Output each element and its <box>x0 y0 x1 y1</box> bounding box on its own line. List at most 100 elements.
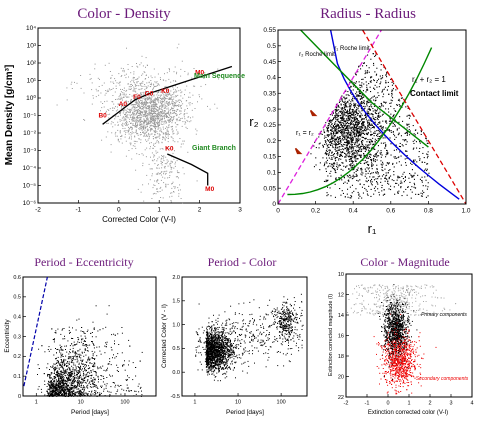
data-point <box>366 112 368 114</box>
data-point <box>353 131 355 133</box>
data-point <box>384 86 386 88</box>
data-point <box>355 136 357 138</box>
data-point <box>151 77 153 79</box>
data-point <box>165 107 167 109</box>
data-point <box>128 112 130 113</box>
data-point <box>171 94 173 96</box>
data-point <box>333 165 335 167</box>
data-point <box>409 114 411 116</box>
data-point <box>180 92 182 94</box>
data-point <box>344 147 346 149</box>
data-point <box>76 361 78 363</box>
data-point <box>345 156 347 158</box>
data-point <box>179 189 181 191</box>
data-point <box>159 112 161 114</box>
data-point <box>399 105 401 107</box>
data-point <box>333 117 335 119</box>
data-point <box>168 105 170 106</box>
data-point <box>325 140 327 142</box>
data-point <box>355 116 357 118</box>
data-point <box>357 180 359 182</box>
data-point <box>209 108 211 110</box>
data-point <box>343 176 345 178</box>
data-point <box>358 120 360 122</box>
data-point <box>380 156 382 158</box>
data-point <box>82 385 84 387</box>
data-point <box>141 93 143 95</box>
data-point <box>133 117 135 119</box>
x-axis-label: r₁ <box>368 221 377 236</box>
data-point <box>373 156 375 158</box>
data-point <box>164 120 166 122</box>
data-point <box>368 153 370 155</box>
data-point <box>409 130 411 132</box>
data-point <box>353 136 355 138</box>
data-point <box>323 137 325 139</box>
data-point <box>346 111 348 113</box>
data-point <box>381 190 383 192</box>
data-point <box>343 182 345 184</box>
data-point <box>67 384 69 386</box>
data-point <box>366 177 368 179</box>
data-point <box>94 390 96 392</box>
data-point <box>339 151 341 153</box>
data-point <box>382 170 384 172</box>
data-point <box>142 122 144 124</box>
data-point <box>159 148 161 150</box>
data-point <box>343 135 345 137</box>
data-point <box>72 356 74 357</box>
data-point <box>125 379 127 381</box>
data-point <box>374 112 376 114</box>
data-point <box>342 145 344 147</box>
data-point <box>169 118 171 120</box>
data-point <box>147 105 149 107</box>
data-point <box>73 380 75 382</box>
data-point <box>350 146 352 148</box>
data-point <box>350 176 352 178</box>
data-point <box>351 184 353 186</box>
data-point <box>386 72 388 74</box>
data-point <box>139 124 141 126</box>
data-point <box>374 88 376 90</box>
data-point <box>139 110 141 112</box>
y-axis-label: r₂ <box>249 114 258 129</box>
data-point <box>50 373 52 375</box>
data-point <box>366 86 368 88</box>
data-point <box>355 111 357 113</box>
data-point <box>403 181 405 183</box>
data-point <box>369 98 371 100</box>
data-point <box>137 385 139 387</box>
data-point <box>133 98 135 100</box>
data-point <box>349 125 351 127</box>
data-point <box>360 119 362 121</box>
data-point <box>350 106 352 108</box>
data-point <box>62 393 64 395</box>
data-point <box>91 332 93 333</box>
data-point <box>60 333 62 335</box>
data-point <box>344 152 346 154</box>
data-point <box>398 156 400 158</box>
data-point <box>356 121 358 123</box>
data-point <box>375 153 377 155</box>
data-point <box>145 97 147 99</box>
data-point <box>330 132 332 134</box>
data-point <box>338 127 340 129</box>
data-point <box>147 129 149 131</box>
data-point <box>153 119 155 121</box>
data-point <box>98 90 99 92</box>
data-point <box>339 122 341 124</box>
data-point <box>350 113 352 115</box>
data-point <box>355 126 357 128</box>
data-point <box>375 154 377 156</box>
data-point <box>121 327 123 328</box>
data-point <box>117 389 119 391</box>
data-point <box>348 168 350 170</box>
data-point <box>347 179 349 181</box>
data-point <box>375 110 377 112</box>
data-point <box>151 128 153 130</box>
spectral-label: K0 <box>161 88 170 95</box>
data-point <box>62 379 64 381</box>
data-point <box>158 116 160 118</box>
y-tick-label: 10⁰ <box>26 94 36 102</box>
data-point <box>355 152 357 154</box>
